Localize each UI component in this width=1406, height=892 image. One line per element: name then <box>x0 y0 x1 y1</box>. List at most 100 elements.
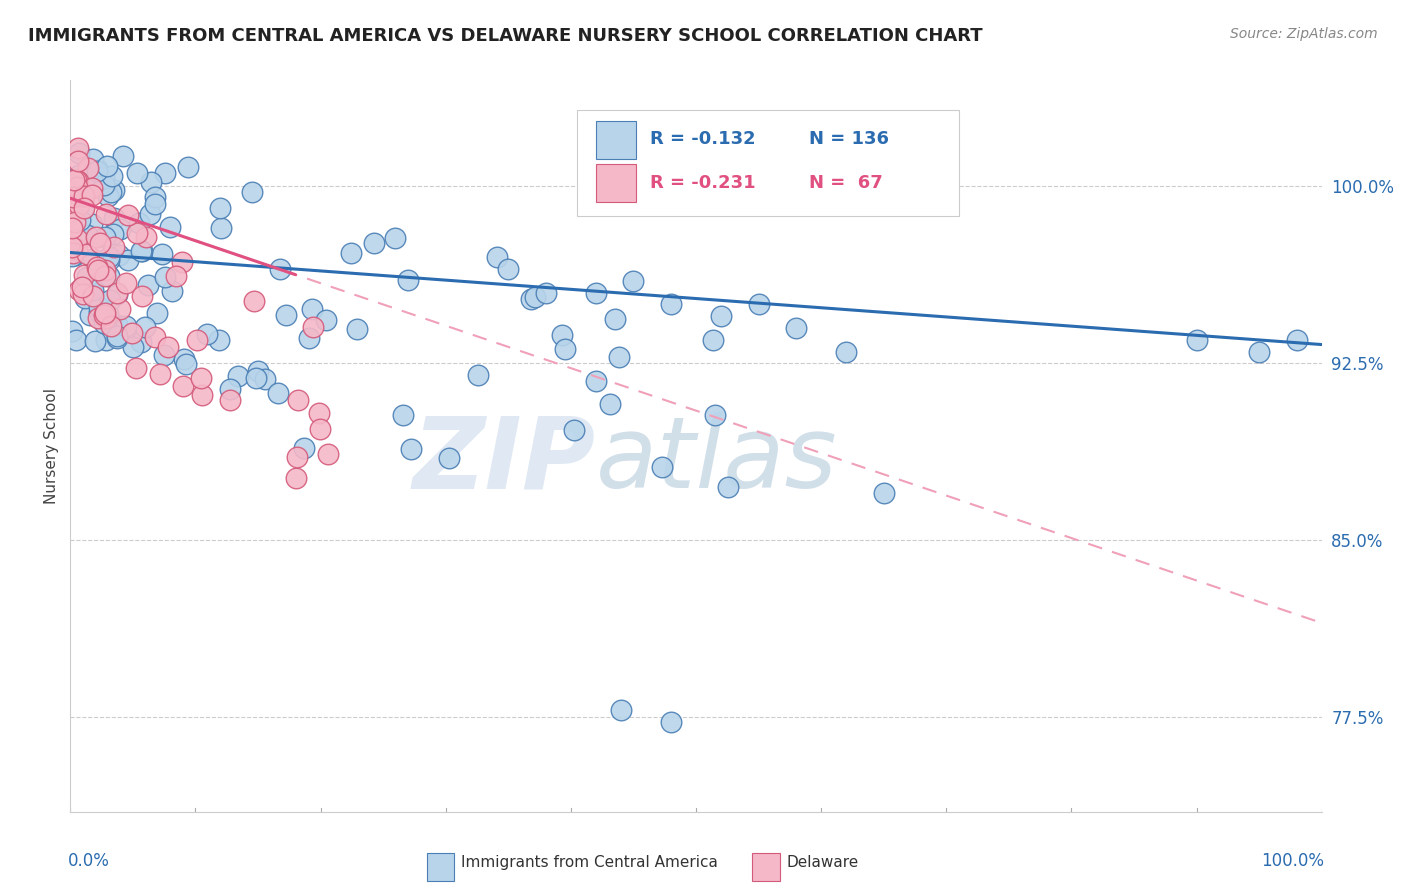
Point <box>209 201 232 215</box>
Point <box>152 348 174 362</box>
Point <box>190 371 212 385</box>
Point <box>75 171 97 186</box>
Point <box>121 326 143 340</box>
Point <box>302 319 325 334</box>
Point <box>66 242 89 256</box>
Point <box>554 342 576 356</box>
Point <box>72 286 94 301</box>
Point <box>60 324 83 338</box>
Point <box>72 202 94 217</box>
Point <box>219 393 242 408</box>
Text: R = -0.132: R = -0.132 <box>650 130 755 148</box>
Point <box>87 168 110 182</box>
Point <box>340 246 363 260</box>
Point <box>70 280 93 294</box>
Point <box>60 221 83 235</box>
Point <box>60 239 83 253</box>
Point <box>60 203 83 218</box>
Point <box>115 276 138 290</box>
Text: R = -0.231: R = -0.231 <box>650 174 755 192</box>
Point <box>150 246 173 260</box>
Point <box>107 248 129 262</box>
Point <box>1249 344 1271 359</box>
Point <box>599 397 621 411</box>
Point <box>82 284 104 298</box>
Point <box>101 169 124 183</box>
Point <box>63 248 86 262</box>
Point <box>112 149 135 163</box>
Point <box>67 145 90 160</box>
Point <box>97 189 120 203</box>
Point <box>105 330 128 344</box>
Point <box>97 252 120 267</box>
Point <box>98 315 121 329</box>
Point <box>562 423 585 437</box>
Point <box>363 235 385 250</box>
Point <box>96 159 118 173</box>
Point <box>93 178 115 193</box>
Point <box>97 269 120 284</box>
Point <box>186 333 208 347</box>
Point <box>105 286 128 301</box>
Point <box>66 153 89 168</box>
Point <box>139 175 162 189</box>
Point <box>127 226 149 240</box>
Point <box>84 229 107 244</box>
Point <box>702 333 724 347</box>
Point <box>498 262 520 277</box>
Point <box>146 306 169 320</box>
Point <box>269 261 291 276</box>
Point <box>177 161 200 175</box>
Point <box>67 168 90 182</box>
Point <box>62 194 84 208</box>
Point <box>534 285 557 300</box>
Point <box>89 300 111 314</box>
Point <box>96 333 118 347</box>
Point <box>103 183 125 197</box>
Point <box>63 190 86 204</box>
Point <box>122 340 145 354</box>
Point <box>156 340 179 354</box>
Point <box>105 329 128 343</box>
Point <box>93 311 115 326</box>
Point <box>73 201 96 215</box>
Point <box>520 292 543 306</box>
Text: IMMIGRANTS FROM CENTRAL AMERICA VS DELAWARE NURSERY SCHOOL CORRELATION CHART: IMMIGRANTS FROM CENTRAL AMERICA VS DELAW… <box>28 27 983 45</box>
Point <box>65 172 87 186</box>
Point <box>82 252 104 267</box>
Point <box>103 240 125 254</box>
Point <box>173 351 195 366</box>
Point <box>240 186 263 200</box>
Point <box>117 208 139 222</box>
Point <box>835 344 858 359</box>
Point <box>159 220 181 235</box>
Point <box>128 216 150 230</box>
Point <box>66 180 89 194</box>
Point <box>93 170 115 185</box>
Point <box>97 308 120 322</box>
Point <box>89 235 111 250</box>
Point <box>94 207 117 221</box>
Point <box>79 308 101 322</box>
Point <box>149 367 172 381</box>
Point <box>316 447 339 461</box>
Point <box>72 189 94 203</box>
Point <box>610 703 633 717</box>
Point <box>70 279 93 293</box>
Point <box>872 486 894 500</box>
Point <box>209 220 232 235</box>
Point <box>73 291 96 305</box>
Point <box>398 273 420 287</box>
Point <box>62 190 84 204</box>
Point <box>1285 333 1308 347</box>
Point <box>66 174 89 188</box>
Point <box>485 250 508 264</box>
Point <box>292 442 315 456</box>
Point <box>63 214 86 228</box>
Y-axis label: Nursery School: Nursery School <box>44 388 59 504</box>
Point <box>86 163 108 178</box>
Point <box>172 378 194 392</box>
Point <box>253 372 276 386</box>
Point <box>108 302 131 317</box>
Point <box>170 255 193 269</box>
